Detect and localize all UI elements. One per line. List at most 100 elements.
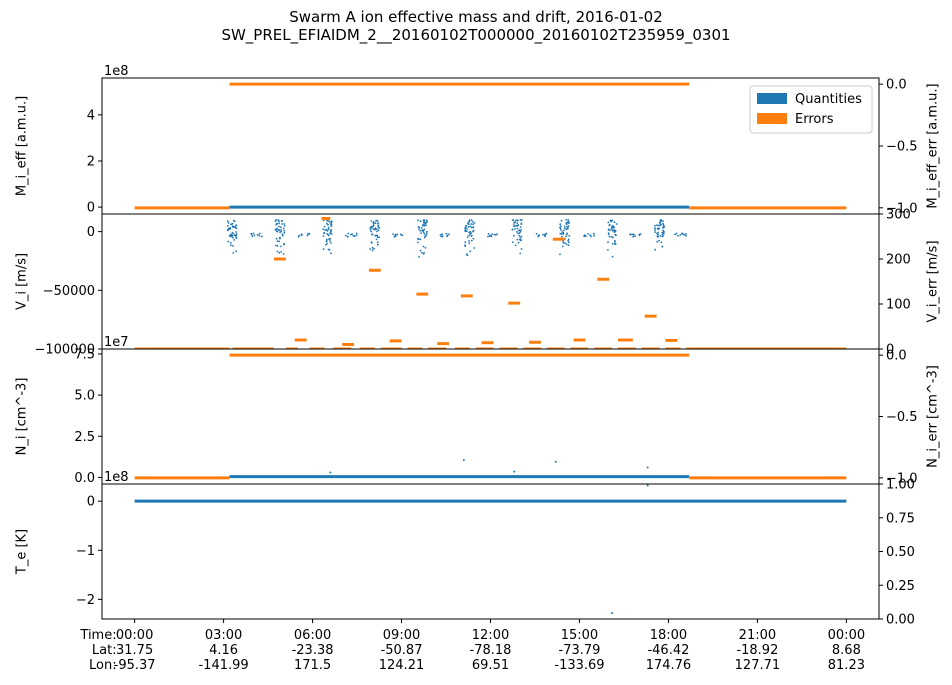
quantity-point <box>584 235 586 237</box>
quantity-point <box>300 233 303 236</box>
quantity-point <box>519 236 522 239</box>
quantity-point <box>685 234 687 237</box>
quantity-point <box>419 249 422 252</box>
quantity-point <box>520 248 523 250</box>
quantity-point <box>473 247 476 249</box>
quantity-point <box>227 222 230 224</box>
quantity-point <box>607 221 610 224</box>
quantity-point <box>612 225 614 228</box>
quantity-point <box>371 249 374 252</box>
quantity-point <box>425 232 428 235</box>
quantity-point <box>674 233 676 236</box>
quantity-point <box>607 241 609 244</box>
quantity-point <box>517 224 520 226</box>
right-tick-label: 100 <box>886 298 911 313</box>
quantity-point <box>276 245 279 247</box>
panel-2: 0 −50000 −100000 0 100 200 300 V_i [m/s] V_i_err… <box>15 208 941 358</box>
quantity-point <box>283 223 286 225</box>
quantity-point <box>514 221 517 224</box>
quantity-point <box>373 247 375 250</box>
quantity-point <box>469 230 472 233</box>
quantity-point <box>519 230 522 233</box>
x-row-label: Lat: <box>92 643 117 658</box>
quantity-point <box>654 224 656 227</box>
quantity-point <box>520 229 522 231</box>
quantity-point <box>230 234 232 237</box>
quantity-point <box>346 235 349 238</box>
quantity-point <box>377 224 379 227</box>
quantity-outlier <box>513 470 516 473</box>
quantity-point <box>278 225 280 228</box>
right-tick-label: 1.00 <box>886 478 915 493</box>
quantity-point <box>258 235 261 237</box>
quantity-point <box>560 219 563 222</box>
quantity-point <box>280 229 282 231</box>
quantity-point <box>373 221 375 223</box>
x-tick-lon: 171.5 <box>294 658 331 673</box>
right-axis-label: N_i_err [cm^-3] <box>926 365 941 468</box>
quantity-point <box>566 226 568 228</box>
quantity-point <box>374 234 377 237</box>
x-row-label: Time: <box>79 628 116 643</box>
quantity-point <box>656 224 658 227</box>
quantity-point <box>544 235 546 238</box>
quantity-point <box>282 253 285 255</box>
quantity-point <box>229 228 231 230</box>
quantity-point <box>535 232 538 235</box>
quantity-point <box>372 224 375 227</box>
quantity-point <box>487 235 489 238</box>
quantity-point <box>614 240 616 242</box>
quantity-point <box>251 235 254 238</box>
quantity-point <box>323 232 325 235</box>
quantity-point <box>352 234 355 237</box>
x-tick-time: 21:00 <box>739 628 776 643</box>
quantity-point <box>514 244 517 247</box>
quantity-point <box>424 236 426 239</box>
quantity-point <box>634 235 637 238</box>
quantity-point <box>417 226 420 228</box>
quantity-point <box>464 244 466 247</box>
quantity-point <box>396 233 399 236</box>
quantity-outlier <box>462 459 465 462</box>
quantity-point <box>515 224 517 227</box>
quantity-point <box>589 234 592 237</box>
quantity-point <box>658 239 660 242</box>
quantity-point <box>422 231 425 234</box>
quantity-point <box>545 232 548 235</box>
quantity-outlier <box>646 466 649 469</box>
quantity-point <box>280 251 283 253</box>
panel-data <box>134 82 847 210</box>
quantity-point <box>607 233 610 236</box>
quantity-point <box>417 238 420 241</box>
quantity-point <box>439 234 442 236</box>
quantity-point <box>470 219 473 221</box>
offset-text: 1e8 <box>104 64 129 79</box>
quantity-point <box>418 228 420 231</box>
x-tick-time: 00:00 <box>828 628 865 643</box>
quantity-point <box>608 223 611 226</box>
chart-title: Swarm A ion effective mass and drift, 20… <box>289 8 663 26</box>
quantity-point <box>378 236 381 239</box>
quantity-point <box>282 227 285 230</box>
left-tick-label: 0.0 <box>74 471 95 486</box>
quantity-point <box>607 249 609 251</box>
x-tick-lon: 174.76 <box>646 658 692 673</box>
x-tick-lat: -73.79 <box>559 643 601 658</box>
quantity-point <box>419 238 422 241</box>
quantity-point <box>660 219 662 221</box>
quantity-point <box>232 252 235 254</box>
chart-subtitle: SW_PREL_EFIAIDM_2__20160102T000000_20160… <box>221 26 730 45</box>
plot-panels: 0 2 4 0.0 −0.5 −1.0 M_i_eff [a.m.u.] M_i_eff_er… <box>15 64 941 628</box>
quantity-point <box>394 233 397 236</box>
quantity-point <box>441 235 444 238</box>
quantity-point <box>275 237 278 240</box>
quantity-point <box>661 245 664 248</box>
quantity-point <box>659 235 662 237</box>
quantity-point <box>610 235 613 238</box>
quantity-point <box>445 232 448 235</box>
legend: Quantities Errors <box>749 85 873 134</box>
quantity-point <box>376 236 379 239</box>
quantity-point <box>661 232 664 234</box>
quantity-point <box>607 232 610 235</box>
left-tick-label: 0 <box>87 201 95 216</box>
